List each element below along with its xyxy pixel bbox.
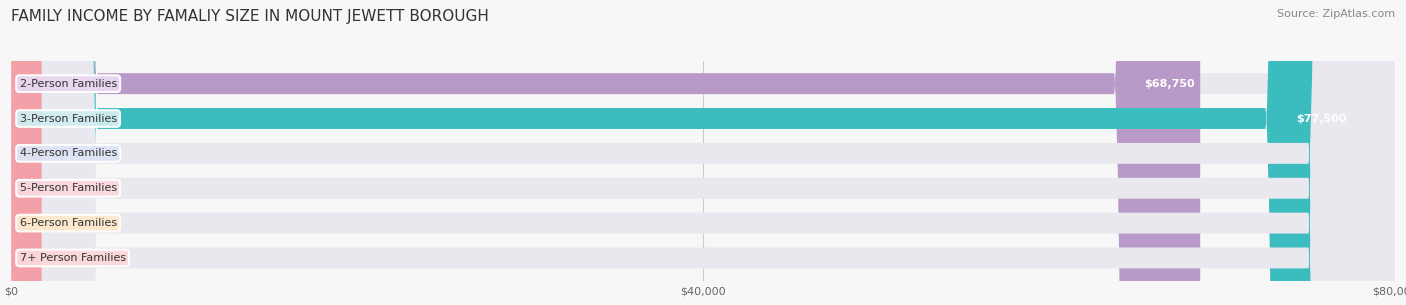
Text: $0: $0 xyxy=(52,148,65,158)
Text: $0: $0 xyxy=(52,218,65,228)
FancyBboxPatch shape xyxy=(11,0,42,305)
Text: 3-Person Families: 3-Person Families xyxy=(20,113,117,124)
FancyBboxPatch shape xyxy=(11,0,42,305)
Text: $0: $0 xyxy=(52,253,65,263)
Text: 7+ Person Families: 7+ Person Families xyxy=(20,253,125,263)
Text: Source: ZipAtlas.com: Source: ZipAtlas.com xyxy=(1277,9,1395,19)
Text: 4-Person Families: 4-Person Families xyxy=(20,148,117,158)
FancyBboxPatch shape xyxy=(11,0,1395,305)
FancyBboxPatch shape xyxy=(11,0,1395,305)
Text: FAMILY INCOME BY FAMALIY SIZE IN MOUNT JEWETT BOROUGH: FAMILY INCOME BY FAMALIY SIZE IN MOUNT J… xyxy=(11,9,489,24)
FancyBboxPatch shape xyxy=(11,0,1395,305)
Text: $68,750: $68,750 xyxy=(1144,79,1195,89)
Text: $77,500: $77,500 xyxy=(1296,113,1347,124)
FancyBboxPatch shape xyxy=(11,0,42,305)
FancyBboxPatch shape xyxy=(11,0,1395,305)
Text: 5-Person Families: 5-Person Families xyxy=(20,183,117,193)
FancyBboxPatch shape xyxy=(11,0,1395,305)
FancyBboxPatch shape xyxy=(11,0,1395,305)
FancyBboxPatch shape xyxy=(11,0,42,305)
Text: 2-Person Families: 2-Person Families xyxy=(20,79,117,89)
FancyBboxPatch shape xyxy=(11,0,1201,305)
FancyBboxPatch shape xyxy=(11,0,1351,305)
Text: $0: $0 xyxy=(52,183,65,193)
Text: 6-Person Families: 6-Person Families xyxy=(20,218,117,228)
